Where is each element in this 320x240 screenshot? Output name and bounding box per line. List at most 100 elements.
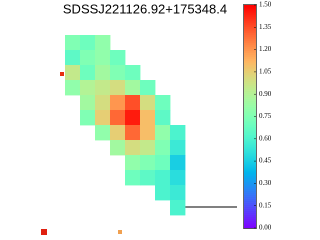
colorbar-segment (244, 176, 256, 179)
colorbar-segment (244, 42, 256, 46)
colorbar-segment (244, 192, 256, 195)
colorbar-segment (244, 98, 256, 101)
colorbar-segment (244, 190, 256, 193)
colorbar-segment (244, 224, 256, 227)
colorbar-segment (244, 174, 256, 177)
colorbar-segment (244, 184, 256, 187)
colorbar-segment (244, 160, 256, 163)
heatmap-cell (155, 185, 171, 201)
colorbar-segment (244, 226, 256, 229)
heatmap-cell (125, 110, 141, 126)
heatmap-cell (155, 155, 171, 171)
colorbar-segment (244, 162, 256, 165)
colorbar-segment (244, 196, 256, 199)
colorbar-tick-label: 1.05 (259, 68, 272, 76)
colorbar-segment (244, 64, 256, 68)
heatmap-cell (110, 140, 126, 156)
heatmap-cell (170, 125, 186, 141)
heatmap-cell (80, 80, 96, 96)
speck (41, 229, 47, 235)
colorbar-tick-label: 0.45 (259, 157, 272, 165)
colorbar-segment (244, 172, 256, 175)
colorbar-segment (244, 208, 256, 211)
colorbar-segment (244, 66, 256, 70)
colorbar-segment (244, 48, 256, 52)
colorbar-segment (244, 182, 256, 185)
heatmap-cell (170, 170, 186, 186)
colorbar-segment (244, 68, 256, 72)
colorbar-segment (244, 156, 256, 159)
heatmap-cell (125, 65, 141, 81)
colorbar-segment (244, 104, 256, 107)
colorbar-segment (244, 96, 256, 99)
heatmap-cell (170, 155, 186, 171)
colorbar-segment (244, 50, 256, 54)
colorbar-segment (244, 90, 256, 93)
heatmap-cell (110, 80, 126, 96)
colorbar-segment (244, 152, 256, 155)
colorbar-segment (244, 76, 256, 79)
colorbar-segment (244, 78, 256, 81)
colorbar-segment (244, 128, 256, 131)
colorbar-segment (244, 84, 256, 87)
colorbar-segment (244, 72, 256, 75)
colorbar-segment (244, 102, 256, 105)
colorbar-segment (244, 220, 256, 223)
colorbar-segment (244, 54, 256, 58)
colorbar-segment (244, 144, 256, 147)
colorbar-segment (244, 132, 256, 135)
colorbar-segment (244, 108, 256, 111)
heatmap-cell (140, 110, 156, 126)
heatmap-cell (155, 95, 171, 111)
colorbar-segment (244, 216, 256, 219)
colorbar-segment (244, 28, 256, 32)
colorbar-segment (244, 62, 256, 66)
colorbar-segment (244, 30, 256, 34)
colorbar-segment (244, 12, 256, 16)
colorbar-frame (243, 4, 257, 229)
colorbar-segment (244, 40, 256, 44)
colorbar-segment (244, 194, 256, 197)
colorbar-segment (244, 36, 256, 40)
heatmap-cell (125, 155, 141, 171)
colorbar-segment (244, 138, 256, 141)
colorbar-segment (244, 146, 256, 149)
speck (118, 230, 122, 234)
colorbar-segment (244, 8, 256, 12)
colorbar-tick-label: 0.75 (259, 112, 272, 120)
colorbar-segment (244, 200, 256, 203)
heatmap-cell (140, 95, 156, 111)
colorbar-segment (244, 60, 256, 64)
colorbar-segment (244, 16, 256, 20)
colorbar-segment (244, 70, 256, 73)
colorbar-tick-label: 1.50 (259, 1, 272, 9)
heatmap-cell (155, 140, 171, 156)
colorbar-segment (244, 38, 256, 42)
heatmap-cell (95, 80, 111, 96)
colorbar-segment (244, 46, 256, 50)
colorbar-segment (244, 204, 256, 207)
colorbar-segment (244, 130, 256, 133)
colorbar-segment (244, 142, 256, 145)
heatmap-cell (140, 170, 156, 186)
colorbar-segment (244, 74, 256, 77)
heatmap-cell (125, 125, 141, 141)
colorbar-segment (244, 126, 256, 129)
colorbar-segment (244, 134, 256, 137)
colorbar-tick-label: 0.60 (259, 134, 272, 142)
heatmap-cell (155, 170, 171, 186)
colorbar-segment (244, 222, 256, 225)
heatmap-cell (65, 80, 81, 96)
heatmap-cell (170, 140, 186, 156)
colorbar-segment (244, 80, 256, 83)
heatmap-cell (95, 125, 111, 141)
colorbar-segment (244, 82, 256, 85)
colorbar-segment (244, 164, 256, 167)
colorbar-segment (244, 20, 256, 24)
heatmap-cell (125, 140, 141, 156)
colorbar-tick-label: 1.35 (259, 23, 272, 31)
colorbar-segment (244, 136, 256, 139)
colorbar-segment (244, 212, 256, 215)
colorbar-segment (244, 206, 256, 209)
colorbar-segment (244, 218, 256, 221)
